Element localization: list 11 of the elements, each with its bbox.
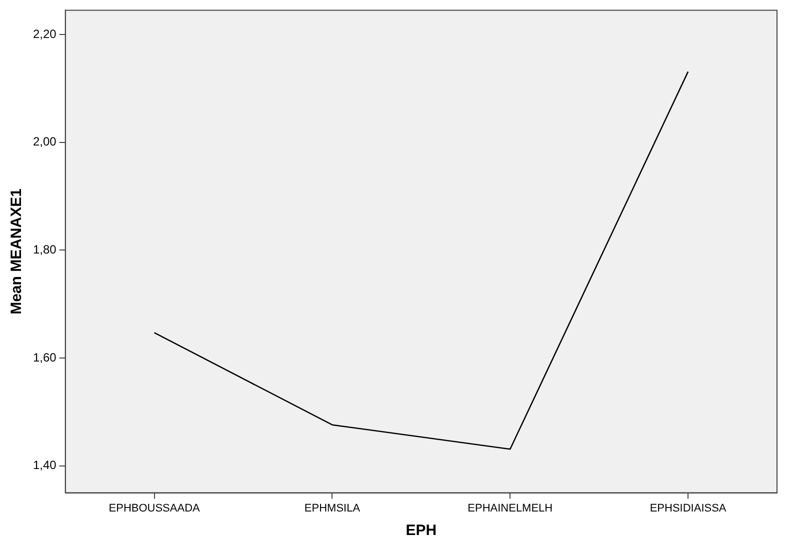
y-tick-label: 1,40 xyxy=(32,458,57,472)
y-tick-label: 1,80 xyxy=(32,242,57,256)
y-tick-label: 1,60 xyxy=(32,350,57,364)
x-tick-label: EPHMSILA xyxy=(304,502,361,514)
x-tick-label: EPHSIDIAISSA xyxy=(650,502,727,514)
x-axis-title: EPH xyxy=(406,522,437,540)
y-axis-title: Mean MEANAXE1 xyxy=(8,188,26,314)
y-tick-label: 2,20 xyxy=(32,26,57,41)
x-tick-label: EPHAINELMELH xyxy=(468,502,553,514)
x-tick-label: EPHBOUSSAADA xyxy=(108,502,201,514)
y-tick-label: 2,00 xyxy=(32,134,57,149)
